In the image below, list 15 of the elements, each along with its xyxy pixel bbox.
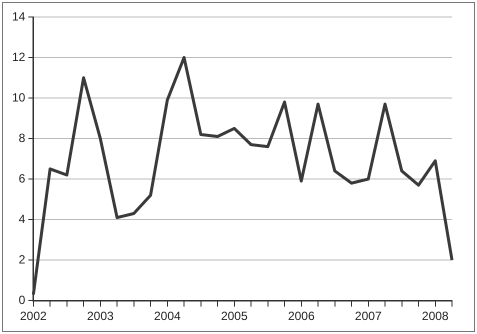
y-tick-label: 4 [18, 212, 26, 226]
y-tick-label: 0 [18, 292, 26, 307]
y-tick-label: 6 [18, 171, 26, 186]
y-tick-label: 12 [12, 50, 26, 64]
x-tick-label: 2008 [422, 309, 449, 324]
y-tick-label: 10 [12, 90, 26, 104]
x-tick-label: 2003 [86, 309, 114, 324]
x-tick-label: 2002 [20, 309, 48, 324]
y-tick-label: 2 [18, 252, 26, 266]
x-tick-label: 2007 [354, 309, 382, 324]
x-tick-label: 2006 [288, 309, 315, 324]
x-tick-label: 2005 [220, 309, 248, 324]
y-tick-label: 8 [18, 130, 26, 145]
y-tick-label: 14 [12, 9, 26, 24]
x-tick-label: 2004 [154, 309, 181, 324]
